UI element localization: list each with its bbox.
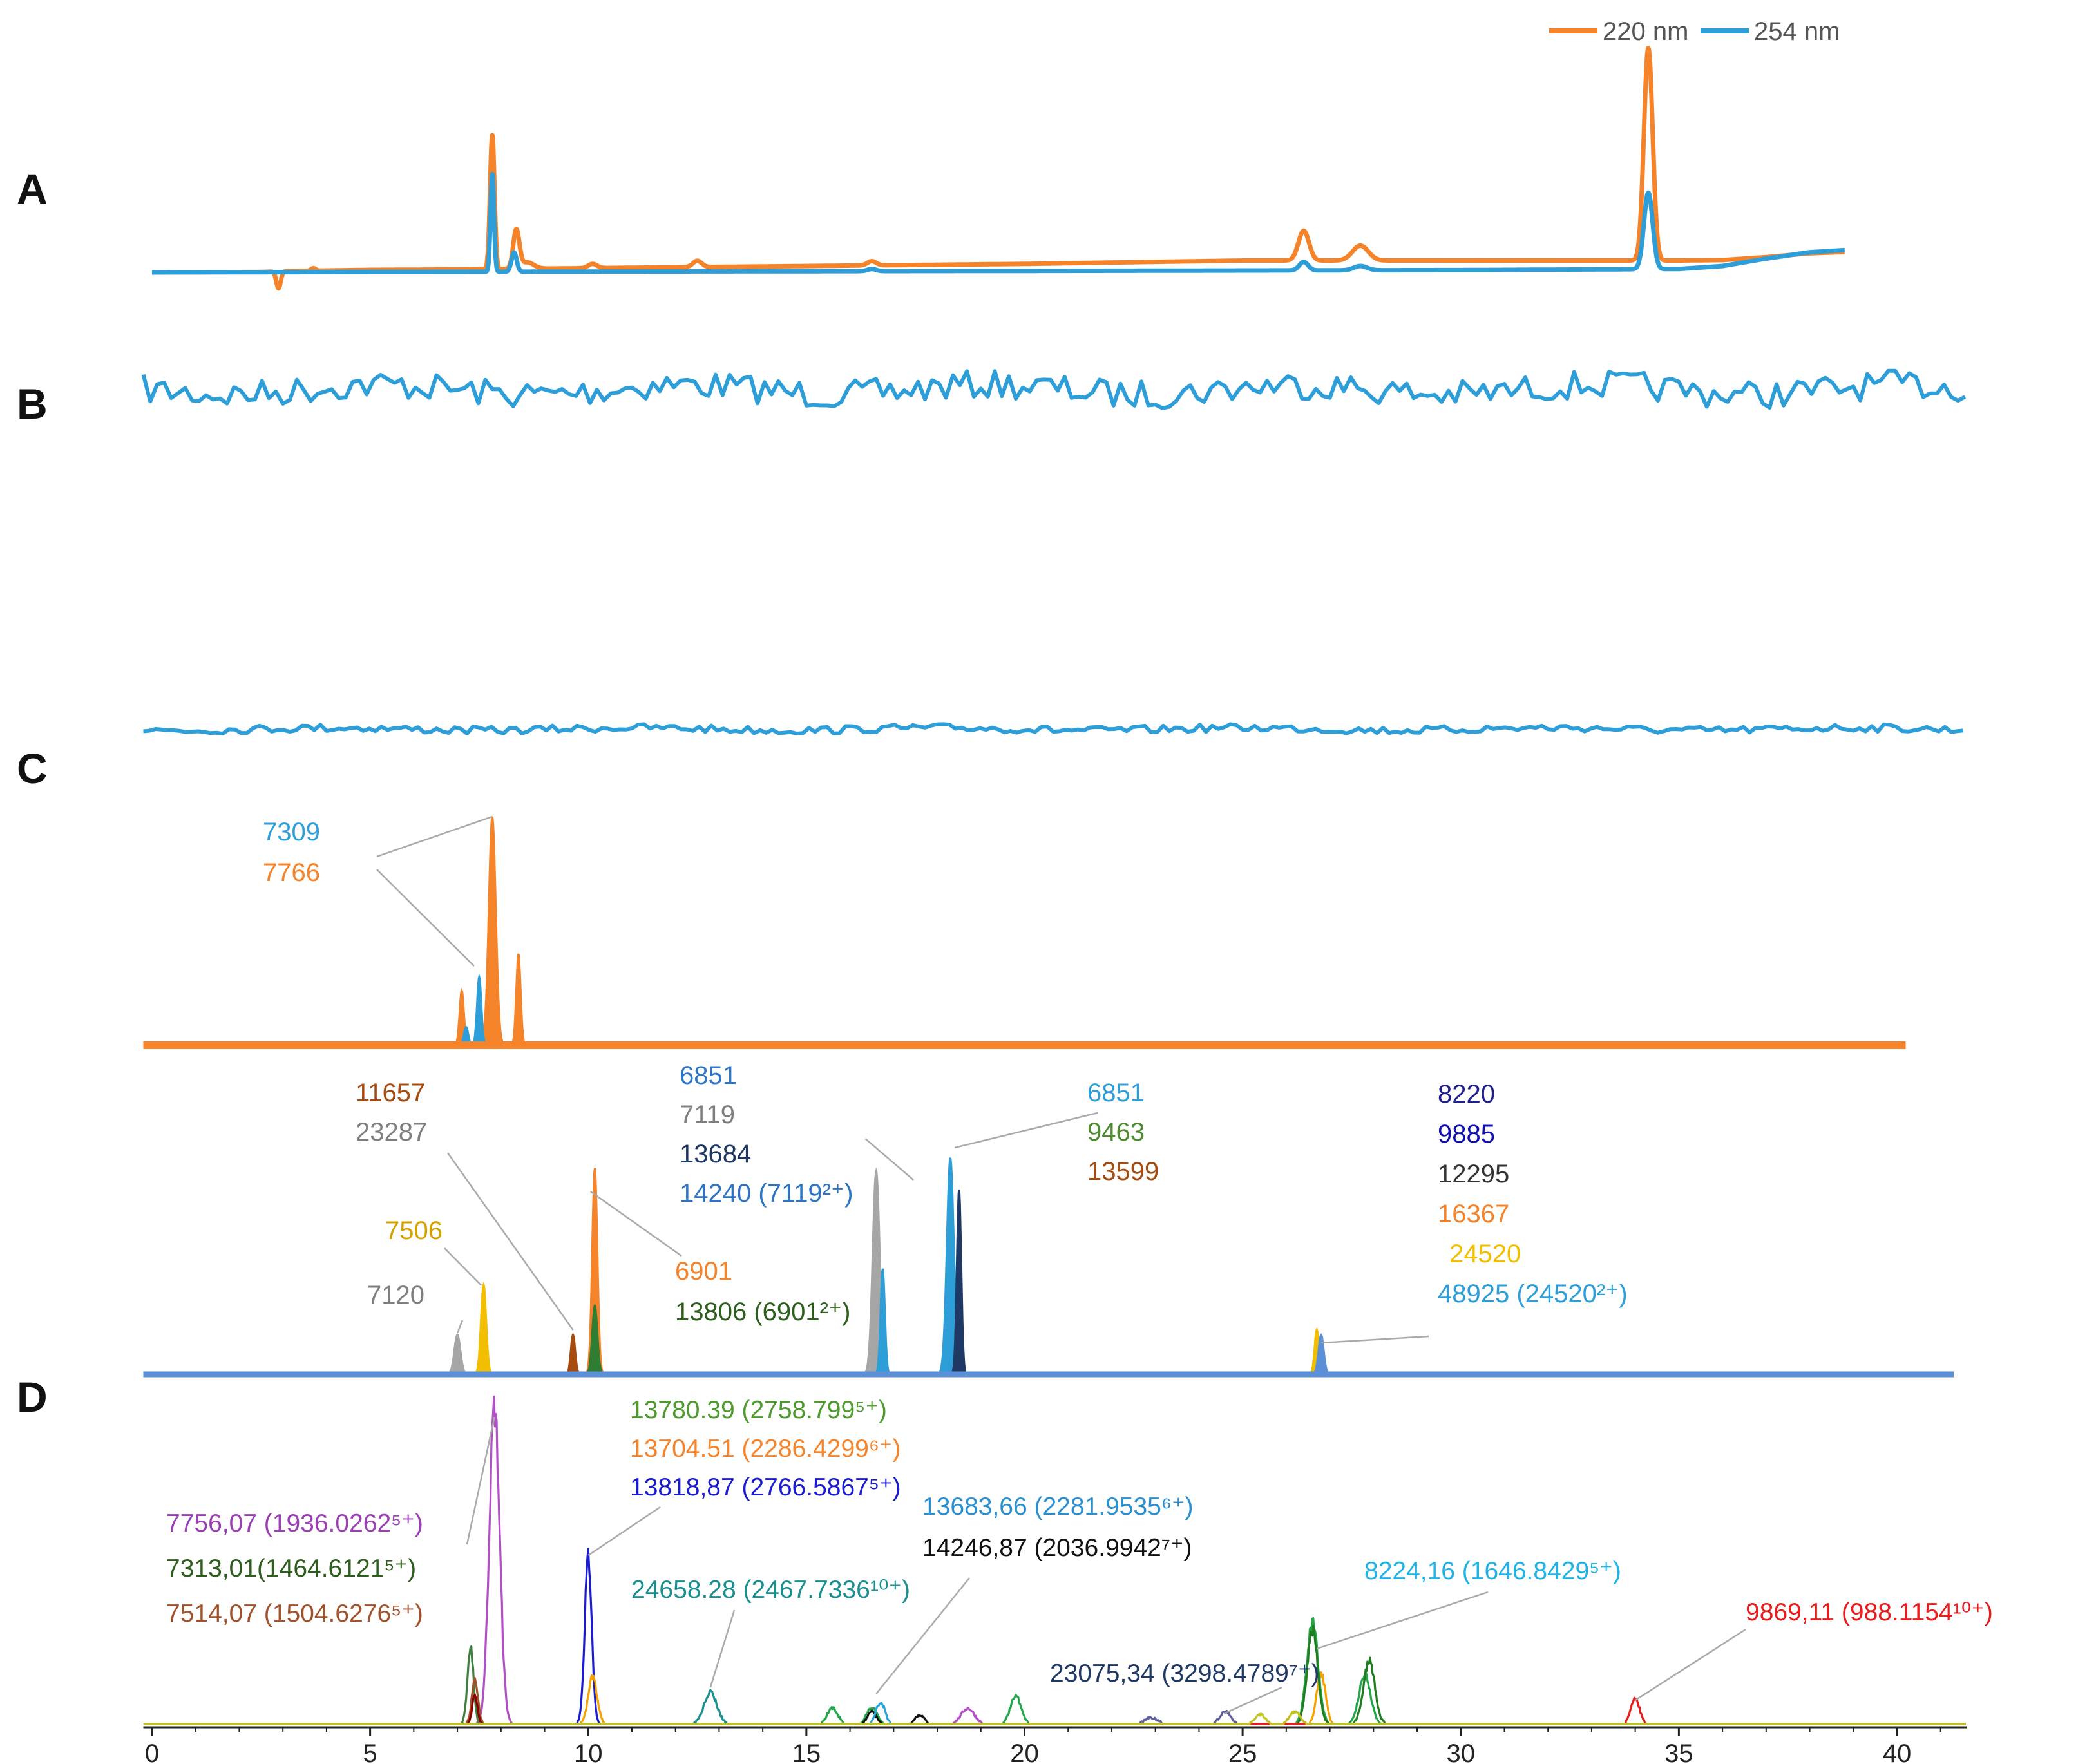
leader-line [864,1138,914,1181]
annotation-d-23075-34-3298-4789: 23075,34 (3298.4789⁷⁺) [1050,1660,1320,1687]
annotation-c-7119: 7119 [680,1101,735,1129]
leader-line [1634,1628,1746,1702]
x-tick-label-25: 25 [1228,1740,1257,1764]
annotation-d-13818-87-2766-5867: 13818,87 (2766.5867⁵⁺) [630,1474,901,1501]
chart-panel-b [141,368,1967,736]
peak-c-upper-7766 [414,816,589,1047]
series-line-d-24658-28 [143,1689,1967,1725]
annotation-d-7514-07-1504-6276: 7514,07 (1504.6276⁵⁺) [166,1600,423,1627]
leader-line [376,869,475,967]
series-line-220-nm [150,46,1847,291]
x-tick-label-20: 20 [1010,1740,1039,1764]
leader-line [1225,1686,1282,1714]
legend-label-254nm: 254 nm [1754,17,1840,46]
annotation-d-13780-39-2758-799: 13780.39 (2758.799⁵⁺) [630,1396,887,1424]
series-line-d-13683-66 [143,1702,1967,1725]
series-line-d-minor [143,1710,1967,1725]
annotation-c-9463: 9463 [1087,1118,1145,1146]
leader-line [587,1506,661,1557]
series-line-d-14246-87 [143,1709,1967,1725]
x-tick-label-30: 30 [1447,1740,1476,1764]
series-line-d-23075-34 [143,1710,1967,1725]
annotation-d-9869-11-988-1154: 9869,11 (988.1154¹⁰⁺) [1746,1598,1993,1626]
annotation-d-24658-28-2467-7336: 24658.28 (2467.7336¹⁰⁺) [631,1576,910,1604]
series-line-d-7514-07-dark [143,1693,1967,1725]
annotation-d-8224-16-1646-8429: 8224,16 (1646.8429⁵⁺) [1364,1557,1621,1585]
leader-line [456,1320,464,1334]
annotation-d-13704-51-2286-4299: 13704.51 (2286.4299⁶⁺) [630,1435,901,1463]
leader-line [954,1112,1098,1149]
panel-label-a: A [17,165,48,213]
annotation-c-16367: 16367 [1438,1200,1509,1228]
panel-label-c: C [17,744,48,792]
legend: 220 nm 254 nm [1549,17,1840,46]
annotation-c-8220: 8220 [1438,1080,1495,1108]
series-line-d-13818-87 [143,1548,1967,1725]
annotation-d-7756-07-1936-0262: 7756,07 (1936.0262⁵⁺) [166,1510,423,1537]
leader-line [875,1577,970,1694]
leader-line [376,815,493,858]
x-tick-label-15: 15 [792,1740,821,1764]
annotation-c-13599: 13599 [1087,1157,1159,1186]
leader-line [466,1416,495,1545]
annotation-c-48925-24520: 48925 (24520²⁺) [1438,1280,1628,1308]
annotation-c-6901: 6901 [675,1257,732,1285]
x-tick-label-5: 5 [363,1740,377,1764]
peak-c-lower-11657 [414,1332,1461,1376]
annotation-c-13684: 13684 [680,1140,751,1168]
annotation-c-upper-7766: 7766 [263,858,320,887]
annotation-c-23287: 23287 [356,1118,427,1146]
annotation-d-13683-66-2281-9535: 13683,66 (2281.9535⁶⁺) [922,1493,1193,1521]
chart-panel-d: 0 5 10 15 20 25 30 35 40 7756,07 (1936.0262⁵⁺) 731… [143,1395,1993,1764]
series-line-d-9869-11 [143,1696,1967,1725]
leader-line [589,1190,682,1257]
annotation-c-7506: 7506 [385,1217,443,1245]
leader-line [1320,1335,1429,1344]
x-tick-label-40: 40 [1883,1740,1912,1764]
annotation-c-6851: 6851 [1087,1079,1145,1107]
annotation-c-24520: 24520 [1449,1240,1521,1268]
panel-label-d: D [17,1373,48,1421]
annotation-c-7120: 7120 [367,1281,424,1309]
annotation-c-9885: 9885 [1438,1120,1495,1148]
x-tick-label-0: 0 [145,1740,159,1764]
x-tick-label-10: 10 [574,1740,603,1764]
chart-panel-a [150,46,1847,291]
annotation-c-upper-7309: 7309 [263,818,320,846]
series-line-254-nm [150,171,1847,275]
leader-line [446,1152,574,1331]
leader-line [1316,1591,1489,1650]
annotation-d-14246-87-2036-9942: 14246,87 (2036.9942⁷⁺) [922,1534,1192,1562]
annotation-c-6851: 6851 [680,1061,737,1090]
panel-label-b: B [17,380,48,428]
annotation-d-7313-01-1464-6121: 7313,01(1464.6121⁵⁺) [166,1555,416,1582]
chart-panel-c: 7309 7766 7120 7506 11657 23287 6901 13806 (690… [143,815,1954,1378]
x-tick-label-35: 35 [1664,1740,1693,1764]
annotation-c-14240-7119: 14240 (7119²⁺) [680,1179,853,1208]
annotation-c-12295: 12295 [1438,1160,1509,1188]
leader-line [444,1247,482,1286]
annotation-c-11657: 11657 [356,1079,425,1107]
series-line-trace-1 [141,368,1967,410]
series-line-trace-2 [143,722,1964,736]
legend-label-220nm: 220 nm [1603,17,1688,46]
leader-line [709,1609,736,1688]
annotation-c-13806-6901: 13806 (6901²⁺) [675,1298,850,1326]
